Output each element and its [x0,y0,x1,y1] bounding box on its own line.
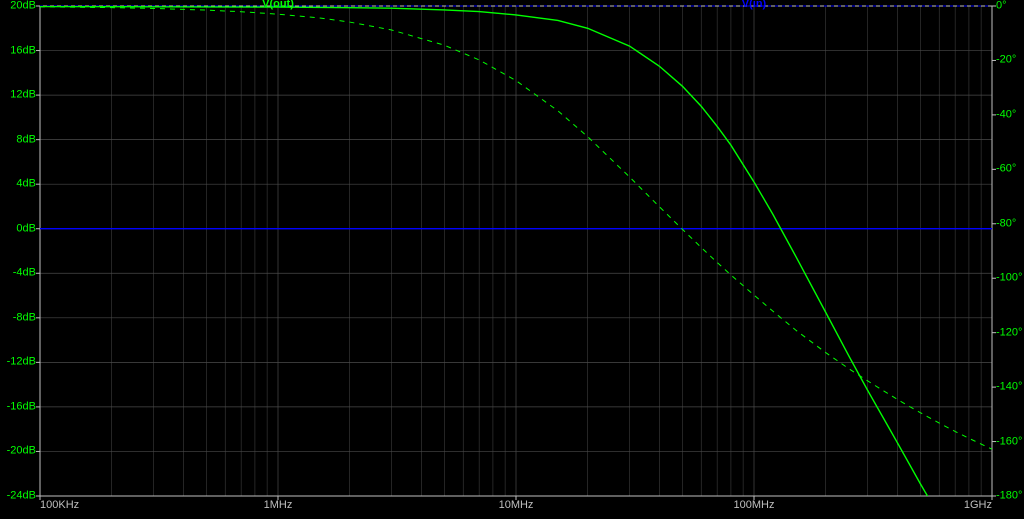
legend-label: V(in) [742,0,766,10]
y-left-tick: 20dB [10,1,36,12]
x-tick: 1GHz [964,500,992,511]
x-tick: 100KHz [40,500,79,511]
y-right-tick: 0° [996,1,1007,12]
y-left-tick: 8dB [16,134,36,145]
legend-label: V(out) [262,0,294,10]
y-right-tick: -20° [996,55,1016,66]
y-right-tick: -40° [996,109,1016,120]
y-left-tick: -4dB [13,268,36,279]
y-left-tick: 16dB [10,45,36,56]
bode-plot: 20dB 16dB 12dB 8dB 4dB 0dB -4dB -8dB -12dB -16dB -… [0,0,1024,519]
y-left-tick: 4dB [16,179,36,190]
x-tick: 10MHz [499,500,534,511]
y-left-tick: -20dB [7,446,36,457]
y-left-tick: -8dB [13,312,36,323]
y-right-tick: -100° [996,273,1022,284]
y-right-tick: -80° [996,218,1016,229]
x-tick: 1MHz [264,500,293,511]
y-right-tick: -120° [996,327,1022,338]
y-right-tick: -60° [996,164,1016,175]
y-left-tick: 0dB [16,223,36,234]
plot-svg [0,0,1024,519]
y-left-tick: -16dB [7,401,36,412]
x-tick: 100MHz [734,500,775,511]
y-right-tick: -180° [996,491,1022,502]
y-right-tick: -160° [996,436,1022,447]
y-left-tick: -24dB [7,491,36,502]
y-left-tick: -12dB [7,357,36,368]
y-right-tick: -140° [996,382,1022,393]
y-left-tick: 12dB [10,90,36,101]
